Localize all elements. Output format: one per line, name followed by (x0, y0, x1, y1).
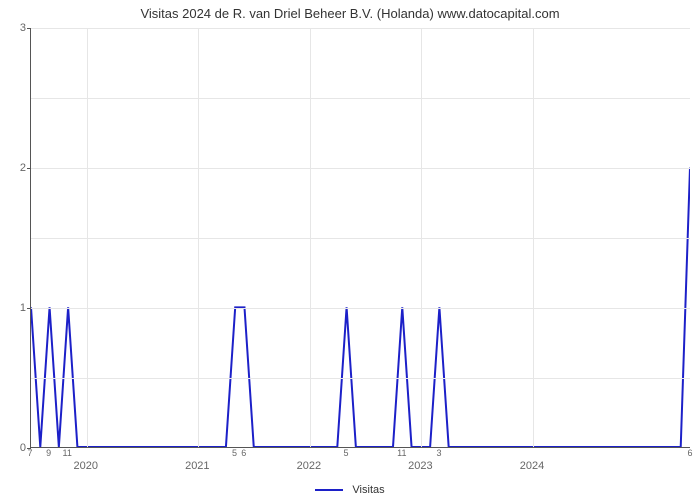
y-gridline-minor (31, 378, 690, 379)
x-axis-month-label: 5 (344, 448, 349, 458)
x-gridline (198, 28, 199, 447)
x-axis-year-label: 2024 (520, 460, 544, 472)
x-axis-year-label: 2020 (74, 460, 98, 472)
y-tick (27, 28, 31, 29)
x-axis-month-label: 6 (687, 448, 692, 458)
y-gridline (31, 28, 690, 29)
x-axis-year-label: 2023 (408, 460, 432, 472)
y-axis-label: 2 (20, 162, 26, 174)
y-axis-label: 3 (20, 22, 26, 34)
y-axis-label: 0 (20, 442, 26, 454)
y-gridline-minor (31, 238, 690, 239)
x-axis-month-label: 6 (241, 448, 246, 458)
plot-area (30, 28, 690, 448)
legend-label: Visitas (352, 484, 384, 496)
x-axis-month-label: 3 (436, 448, 441, 458)
x-axis-year-label: 2022 (297, 460, 321, 472)
x-axis-month-label: 5 (232, 448, 237, 458)
y-gridline-minor (31, 168, 690, 169)
x-axis-year-label: 2021 (185, 460, 209, 472)
x-axis: 2020202120222023202479115651136 (30, 448, 690, 478)
x-axis-month-label: 11 (63, 448, 72, 458)
y-gridline-minor (31, 98, 690, 99)
x-gridline (533, 28, 534, 447)
legend: Visitas (0, 484, 700, 496)
chart-title: Visitas 2024 de R. van Driel Beheer B.V.… (0, 6, 700, 21)
x-gridline (310, 28, 311, 447)
y-gridline-minor (31, 308, 690, 309)
x-axis-month-label: 9 (46, 448, 51, 458)
y-axis-label: 1 (20, 302, 26, 314)
x-axis-month-label: 11 (397, 448, 406, 458)
legend-swatch (315, 489, 343, 491)
x-axis-month-label: 7 (27, 448, 32, 458)
x-gridline (87, 28, 88, 447)
x-gridline (421, 28, 422, 447)
